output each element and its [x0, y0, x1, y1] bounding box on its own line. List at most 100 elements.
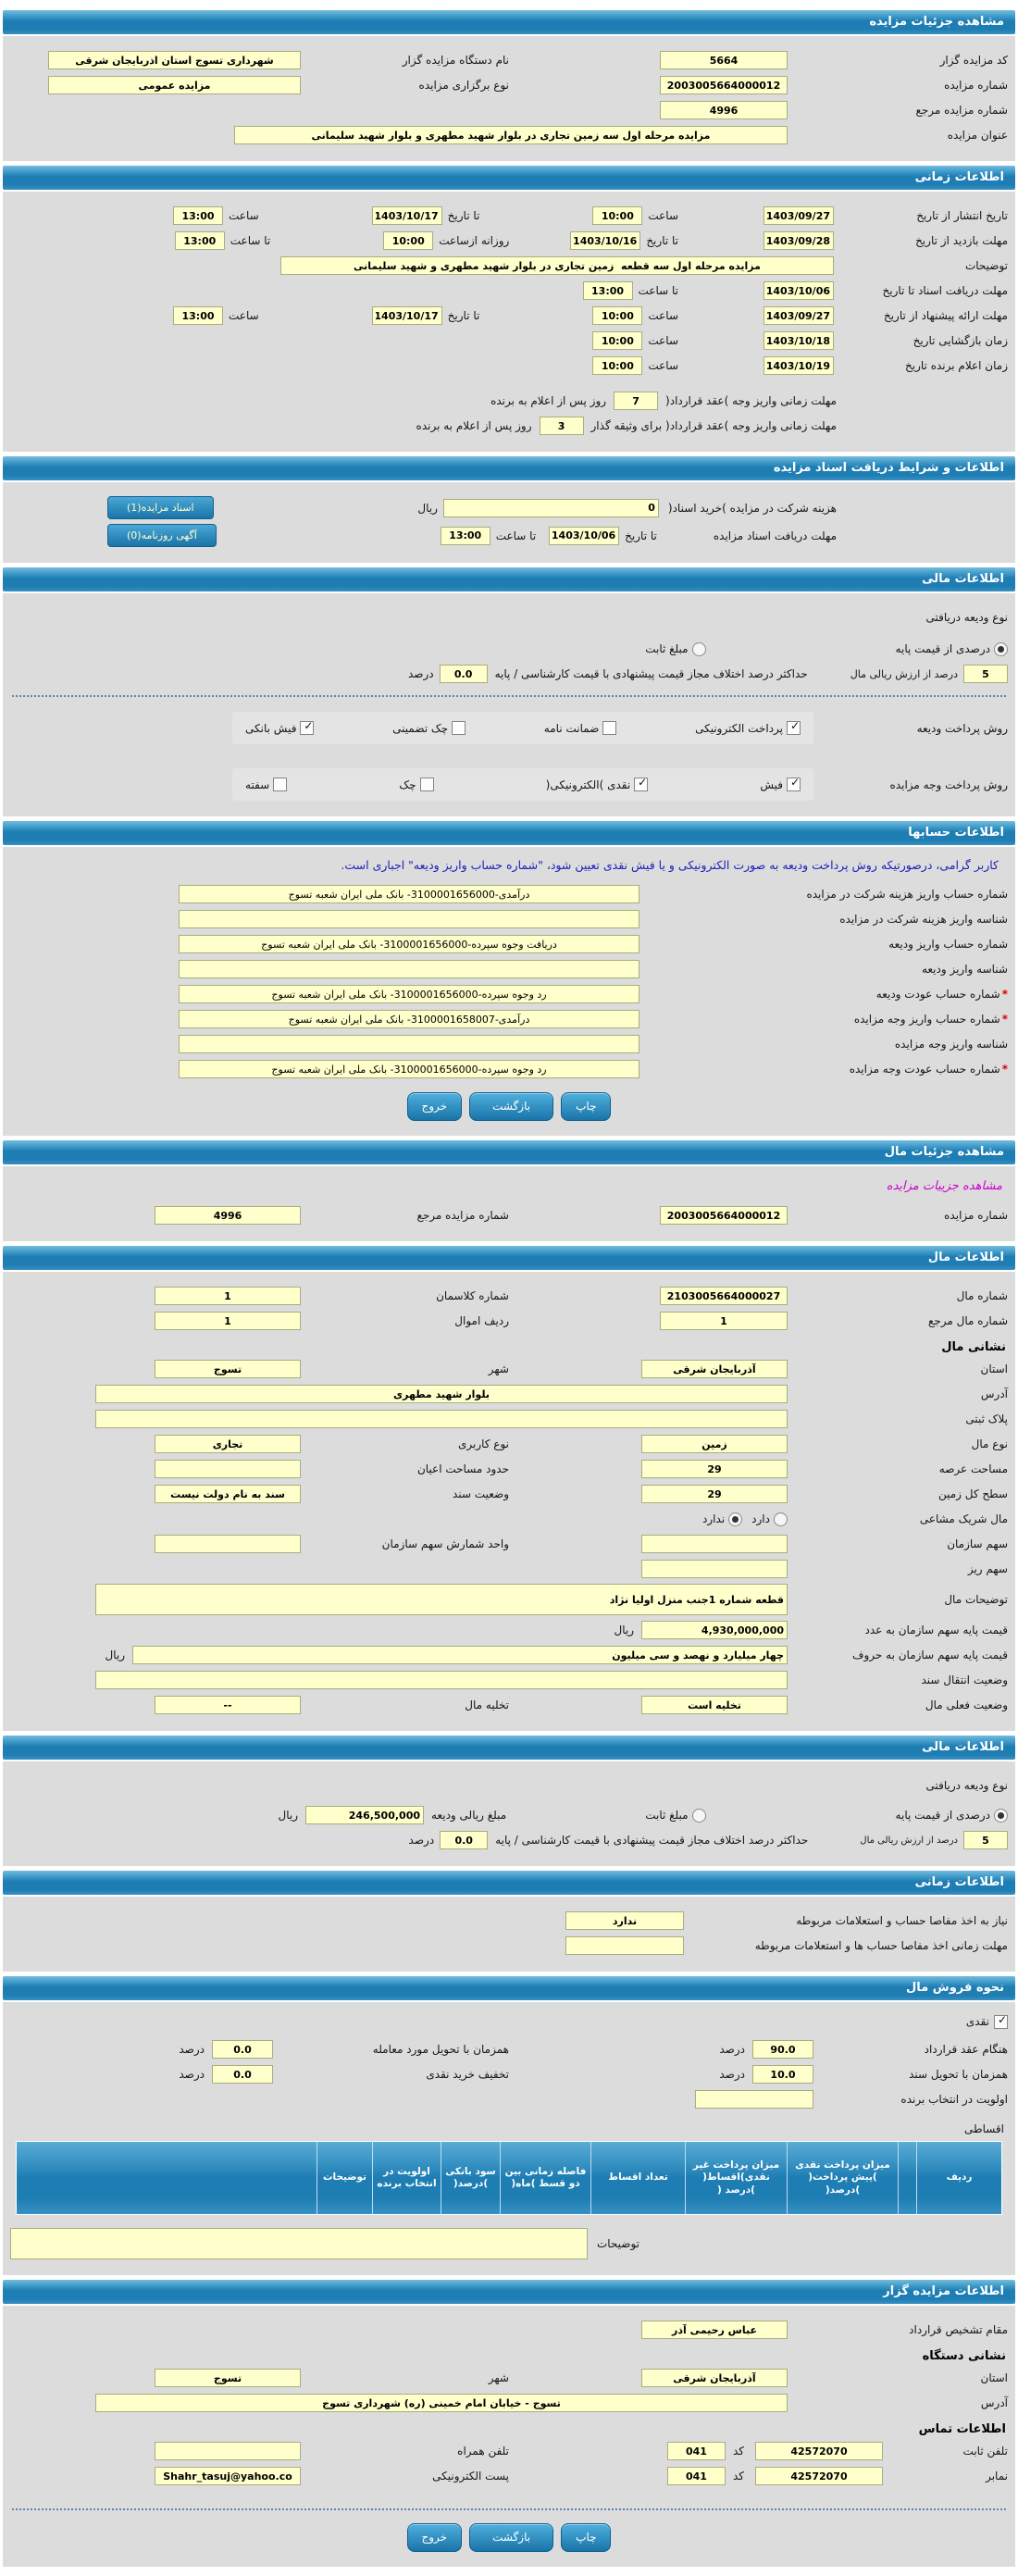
- address-field[interactable]: [95, 1385, 788, 1403]
- doc-receive-date-field[interactable]: [549, 526, 620, 545]
- bank-slip-checkbox[interactable]: [300, 719, 315, 735]
- percent-of-base-radio-2[interactable]: [994, 1808, 1008, 1823]
- exit-button-bottom[interactable]: خروج: [406, 2523, 463, 2552]
- promissory-note-checkbox[interactable]: [273, 778, 288, 791]
- certified-check-checkbox[interactable]: [452, 721, 466, 735]
- agency-address-field[interactable]: [95, 2394, 788, 2412]
- auction-ref-field-2[interactable]: [155, 1206, 301, 1225]
- visit-to-date-field[interactable]: [570, 231, 641, 250]
- exit-button[interactable]: خروج: [406, 1092, 463, 1121]
- property-row-field[interactable]: [155, 1312, 301, 1330]
- fixed-amount-radio-2[interactable]: [691, 1808, 706, 1823]
- at-delivery-field[interactable]: [212, 2040, 273, 2059]
- property-ref-field[interactable]: [660, 1312, 788, 1330]
- doc-deadline-date-field[interactable]: [764, 281, 834, 300]
- publish-to-date-field[interactable]: [371, 206, 442, 225]
- visit-daily-from-field[interactable]: [383, 231, 434, 250]
- deposit-id-field[interactable]: [179, 960, 639, 978]
- back-button-bottom[interactable]: بازگشت: [469, 2523, 554, 2552]
- evacuation-field[interactable]: [155, 1696, 301, 1714]
- opening-time-field[interactable]: [592, 331, 643, 350]
- auction-number-field-2[interactable]: [660, 1206, 788, 1225]
- offer-to-date-field[interactable]: [371, 306, 442, 325]
- base-price-words-field[interactable]: [132, 1646, 788, 1664]
- auction-amount-id-field[interactable]: [179, 1035, 639, 1053]
- offer-to-time-field[interactable]: [173, 306, 223, 325]
- base-price-number-field[interactable]: [641, 1621, 788, 1639]
- total-land-field[interactable]: [641, 1485, 788, 1503]
- payment-deadline-guarantor-field[interactable]: [539, 417, 584, 435]
- publish-from-time-field[interactable]: [592, 206, 643, 225]
- property-desc-field[interactable]: [95, 1584, 788, 1615]
- deposit-percent-field[interactable]: [963, 665, 1008, 683]
- property-type-field[interactable]: [641, 1435, 788, 1453]
- clearance-need-field[interactable]: [565, 1911, 684, 1930]
- check-option[interactable]: چک: [399, 778, 434, 791]
- electronic-payment-checkbox[interactable]: [787, 719, 801, 735]
- at-contract-field[interactable]: [752, 2040, 813, 2059]
- cash-discount-field[interactable]: [212, 2065, 273, 2084]
- payment-deadline-contract-field[interactable]: [614, 392, 659, 410]
- percent-of-base-radio[interactable]: [994, 641, 1008, 656]
- winner-date-field[interactable]: [764, 356, 834, 375]
- at-deed-delivery-field[interactable]: [752, 2065, 813, 2084]
- agency-province-field[interactable]: [641, 2369, 788, 2387]
- newspaper-ad-button[interactable]: آگهی روزنامه(0): [107, 524, 217, 547]
- max-diff-field-2[interactable]: [440, 1831, 489, 1849]
- auction-amount-account-field[interactable]: [179, 1010, 639, 1028]
- print-button[interactable]: چاپ: [561, 1092, 612, 1121]
- property-number-field[interactable]: [660, 1287, 788, 1305]
- org-name-field[interactable]: [48, 51, 301, 69]
- auction-amount-return-account-field[interactable]: [179, 1060, 639, 1078]
- back-button[interactable]: بازگشت: [469, 1092, 554, 1121]
- doc-receive-time-field[interactable]: [440, 526, 490, 545]
- guarantee-letter-checkbox[interactable]: [602, 721, 617, 735]
- participation-fee-field[interactable]: [442, 498, 659, 517]
- land-area-field[interactable]: [641, 1460, 788, 1478]
- partner-hasnot-radio[interactable]: [728, 1512, 743, 1526]
- max-diff-field[interactable]: [439, 665, 488, 683]
- fee-deposit-account-field[interactable]: [179, 885, 639, 903]
- check-checkbox[interactable]: [419, 778, 434, 791]
- deed-status-field[interactable]: [155, 1485, 301, 1503]
- auction-number-field[interactable]: [660, 76, 788, 94]
- sub-share-field[interactable]: [641, 1560, 788, 1578]
- electronic-payment-option[interactable]: پرداخت الکترونیکی: [695, 719, 801, 735]
- doc-deadline-time-field[interactable]: [582, 281, 633, 300]
- opening-date-field[interactable]: [764, 331, 834, 350]
- class-number-field[interactable]: [155, 1287, 301, 1305]
- registration-plate-field[interactable]: [95, 1410, 788, 1428]
- usage-type-field[interactable]: [155, 1435, 301, 1453]
- clearance-deadline-field[interactable]: [565, 1936, 684, 1955]
- email-field[interactable]: [155, 2467, 301, 2485]
- winner-time-field[interactable]: [592, 356, 643, 375]
- deposit-amount-field[interactable]: [305, 1806, 425, 1824]
- landline-field[interactable]: [755, 2442, 883, 2460]
- cash-sale-checkbox[interactable]: [994, 2013, 1008, 2029]
- certified-check-option[interactable]: چک تضمینی: [392, 721, 466, 735]
- deed-transfer-field[interactable]: [95, 1671, 788, 1689]
- print-button-bottom[interactable]: چاپ: [561, 2523, 612, 2552]
- fax-field[interactable]: [755, 2467, 883, 2485]
- sale-desc-field[interactable]: [10, 2228, 588, 2259]
- visit-to-time-field[interactable]: [174, 231, 225, 250]
- share-unit-field[interactable]: [155, 1535, 301, 1553]
- cash-electronic-option[interactable]: نقدی )الکترونیکی(: [546, 776, 649, 791]
- timing-desc-field[interactable]: [280, 256, 834, 275]
- current-status-field[interactable]: [641, 1696, 788, 1714]
- cash-electronic-checkbox[interactable]: [634, 776, 649, 791]
- mobile-field[interactable]: [155, 2442, 301, 2460]
- agency-city-field[interactable]: [155, 2369, 301, 2387]
- city-field[interactable]: [155, 1360, 301, 1378]
- fixed-amount-radio[interactable]: [691, 641, 706, 656]
- contract-official-field[interactable]: [641, 2321, 788, 2339]
- publish-to-time-field[interactable]: [173, 206, 223, 225]
- guarantee-letter-option[interactable]: ضمانت نامه: [544, 721, 617, 735]
- building-area-field[interactable]: [155, 1460, 301, 1478]
- partner-has-radio[interactable]: [774, 1512, 788, 1526]
- offer-from-date-field[interactable]: [764, 306, 834, 325]
- visit-from-date-field[interactable]: [764, 231, 834, 250]
- province-field[interactable]: [641, 1360, 788, 1378]
- promissory-note-option[interactable]: سفته: [245, 778, 288, 791]
- winner-priority-field[interactable]: [695, 2090, 813, 2109]
